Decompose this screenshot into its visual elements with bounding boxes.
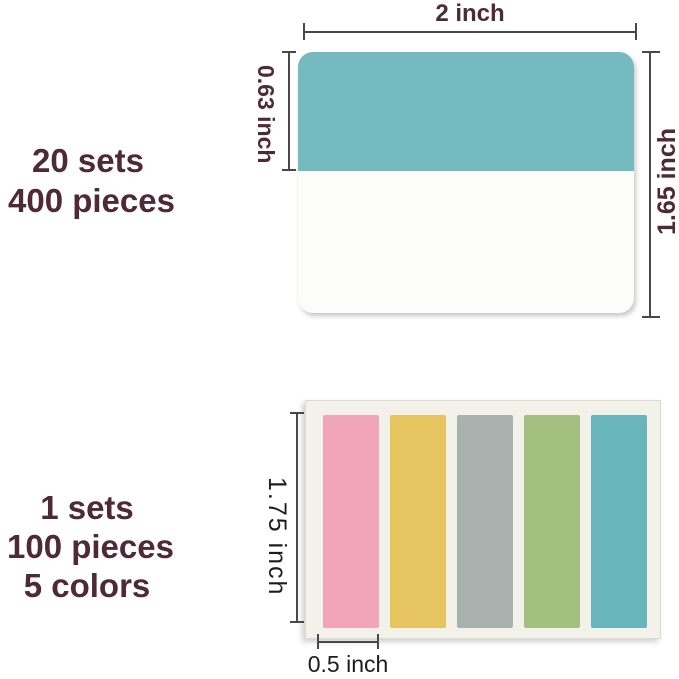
dimension-tick — [282, 51, 296, 53]
dimension-tick — [282, 169, 296, 171]
strip-height-dimension-line — [296, 413, 298, 622]
tab-height-dimension-line — [649, 52, 651, 317]
dimension-tick — [303, 23, 305, 40]
dimension-tick — [290, 621, 304, 623]
dimension-tick — [642, 51, 660, 53]
dimension-tick — [377, 634, 379, 649]
index-tab-graphic — [298, 52, 634, 313]
tab-colored-band — [298, 52, 634, 171]
strip-width-dimension-line — [318, 641, 379, 643]
dimension-tick — [290, 412, 304, 414]
band-height-dimension-line — [288, 52, 290, 171]
strip-width-label: 0.5 inch — [307, 651, 389, 677]
dimension-tick — [642, 316, 660, 318]
tab-strip-teal — [591, 415, 647, 628]
bottom-caption-pieces: 100 pieces — [7, 528, 174, 565]
tab-width-label: 2 inch — [435, 0, 505, 27]
tab-strip-yellow — [390, 415, 446, 628]
tab-strip-pink — [323, 415, 379, 628]
top-caption-pieces: 400 pieces — [8, 182, 175, 219]
dimension-tick — [317, 634, 319, 649]
tab-total-height-label: 1.65 inch — [653, 128, 679, 236]
top-caption-sets: 20 sets — [32, 142, 144, 179]
tab-strip-green — [524, 415, 580, 628]
strip-height-label: 1.75 inch — [263, 477, 291, 597]
bottom-caption-colors: 5 colors — [23, 567, 151, 604]
bottom-caption-sets: 1 sets — [40, 489, 134, 526]
bottom-caption: 1 sets 100 pieces 5 colors — [7, 488, 174, 605]
top-caption: 20 sets 400 pieces — [8, 141, 175, 221]
tab-band-height-label: 0.63 inch — [253, 64, 279, 164]
dimension-tick — [635, 23, 637, 40]
tab-strip-row — [323, 415, 647, 628]
tab-strip-gray — [457, 415, 513, 628]
tab-width-dimension-line — [303, 31, 637, 33]
